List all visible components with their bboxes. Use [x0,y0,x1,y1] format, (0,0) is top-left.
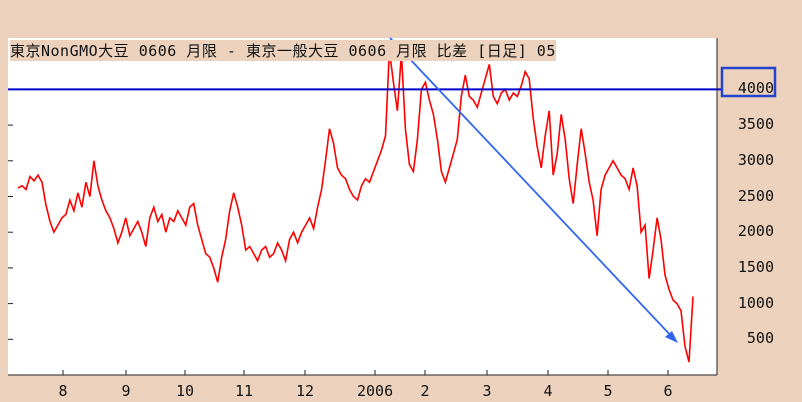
trend-arrow [389,37,676,341]
y-tick-label: 1500 [737,257,774,276]
y-tick-label: 2000 [737,222,774,241]
y-tick-label: 500 [746,329,774,348]
x-tick-label: 2006 [357,382,394,400]
chart-title: 東京NonGMO大豆 0606 月限 - 東京一般大豆 0606 月限 比差 [… [10,40,556,61]
series-line [17,50,694,363]
x-tick-label: 8 [58,382,68,400]
y-tick-label: 3500 [737,115,774,134]
x-tick-label: 6 [663,382,673,400]
x-tick-label: 11 [235,382,254,400]
x-tick-label: 5 [603,382,613,400]
x-tick-label: 4 [543,382,553,400]
x-tick-label: 9 [121,382,131,400]
y-tick-label: 1000 [737,293,774,312]
y-tick-label: 3000 [737,150,774,169]
y-tick-label: 4000 [737,79,774,98]
x-tick-label: 12 [296,382,315,400]
x-tick-label: 10 [176,382,195,400]
highlight-box-4000 [720,66,777,98]
x-tick-label: 3 [482,382,492,400]
y-tick-label: 2500 [737,186,774,205]
trend-arrow-head [665,331,678,343]
x-tick-label: 2 [420,382,430,400]
